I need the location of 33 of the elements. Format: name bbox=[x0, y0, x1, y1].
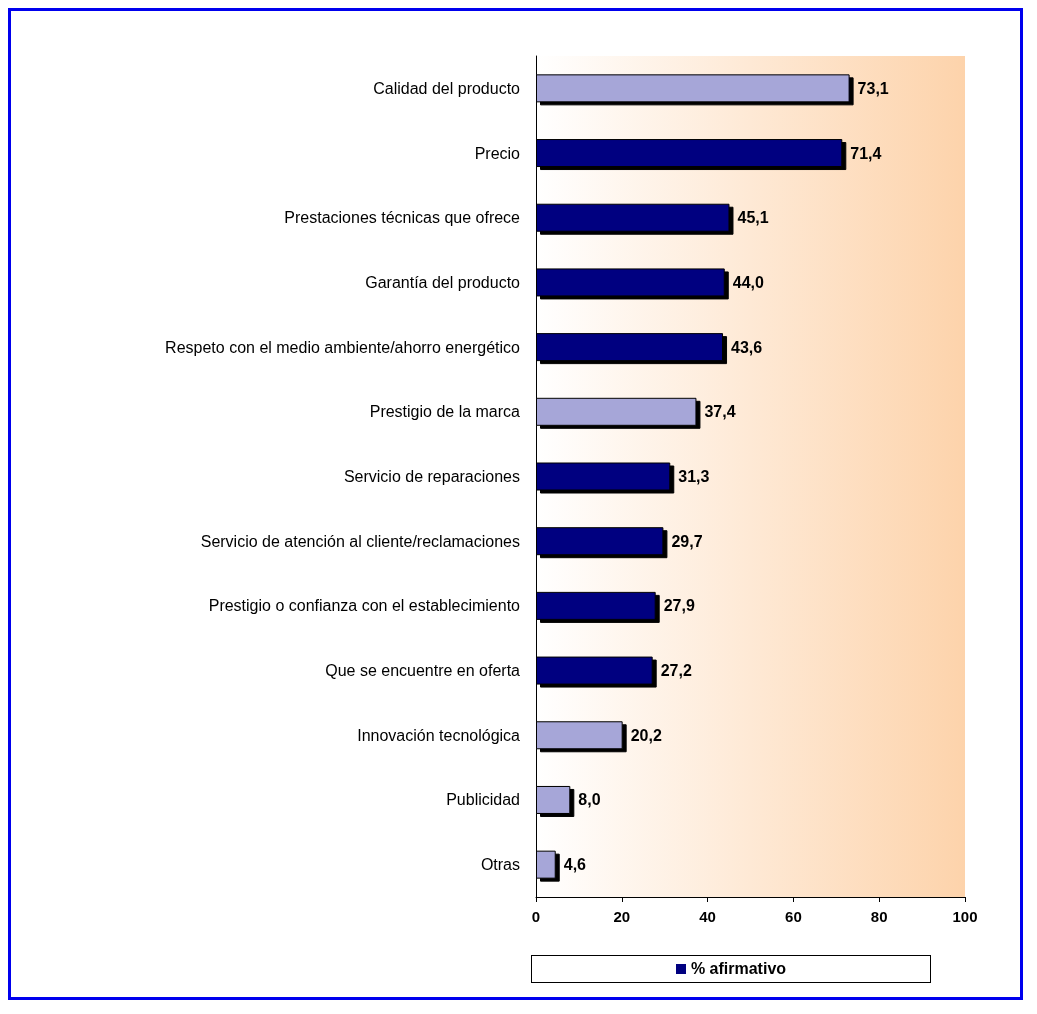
x-tick-label: 20 bbox=[613, 908, 631, 925]
data-label: 27,9 bbox=[663, 597, 695, 615]
y-tick-label: Prestigio de la marca bbox=[369, 403, 521, 421]
data-label: 71,4 bbox=[850, 144, 882, 162]
y-tick-label: Innovación tecnológica bbox=[357, 726, 521, 744]
x-tick-label: 0 bbox=[531, 908, 541, 925]
x-tick-label: 60 bbox=[785, 908, 802, 925]
data-label: 45,1 bbox=[737, 209, 769, 227]
y-tick-label: Servicio de atención al cliente/reclamaciones bbox=[200, 532, 520, 550]
data-label: 43,6 bbox=[731, 338, 763, 356]
y-tick-label: Prestigio o confianza con el establecimiento bbox=[208, 597, 521, 615]
data-label: 73,1 bbox=[857, 79, 889, 97]
x-tick-label: 80 bbox=[870, 908, 888, 925]
x-tick-label: 100 bbox=[952, 908, 978, 925]
data-label: 20,2 bbox=[630, 726, 662, 744]
y-tick-label: Precio bbox=[474, 144, 521, 162]
y-tick-label: Garantía del producto bbox=[365, 273, 521, 291]
data-label: 8,0 bbox=[578, 791, 601, 809]
data-label: 37,4 bbox=[704, 403, 736, 421]
y-tick-label: Respeto con el medio ambiente/ahorro energético bbox=[165, 338, 521, 356]
data-label: 44,0 bbox=[732, 273, 764, 291]
text: % afirmativo bbox=[690, 960, 787, 978]
x-tick-label: 40 bbox=[699, 908, 716, 925]
y-tick-label: Prestaciones técnicas que ofrece bbox=[284, 209, 521, 227]
data-label: 4,6 bbox=[563, 856, 587, 874]
y-tick-label: Otras bbox=[480, 856, 520, 874]
y-tick-label: Calidad del producto bbox=[373, 79, 521, 97]
y-tick-label: Que se encuentre en oferta bbox=[325, 662, 521, 680]
data-label: 31,3 bbox=[678, 468, 710, 485]
y-tick-label: Servicio de reparaciones bbox=[343, 468, 520, 485]
y-tick-label: Publicidad bbox=[446, 791, 520, 809]
data-label: 27,2 bbox=[660, 662, 692, 680]
data-label: 29,7 bbox=[671, 532, 703, 550]
